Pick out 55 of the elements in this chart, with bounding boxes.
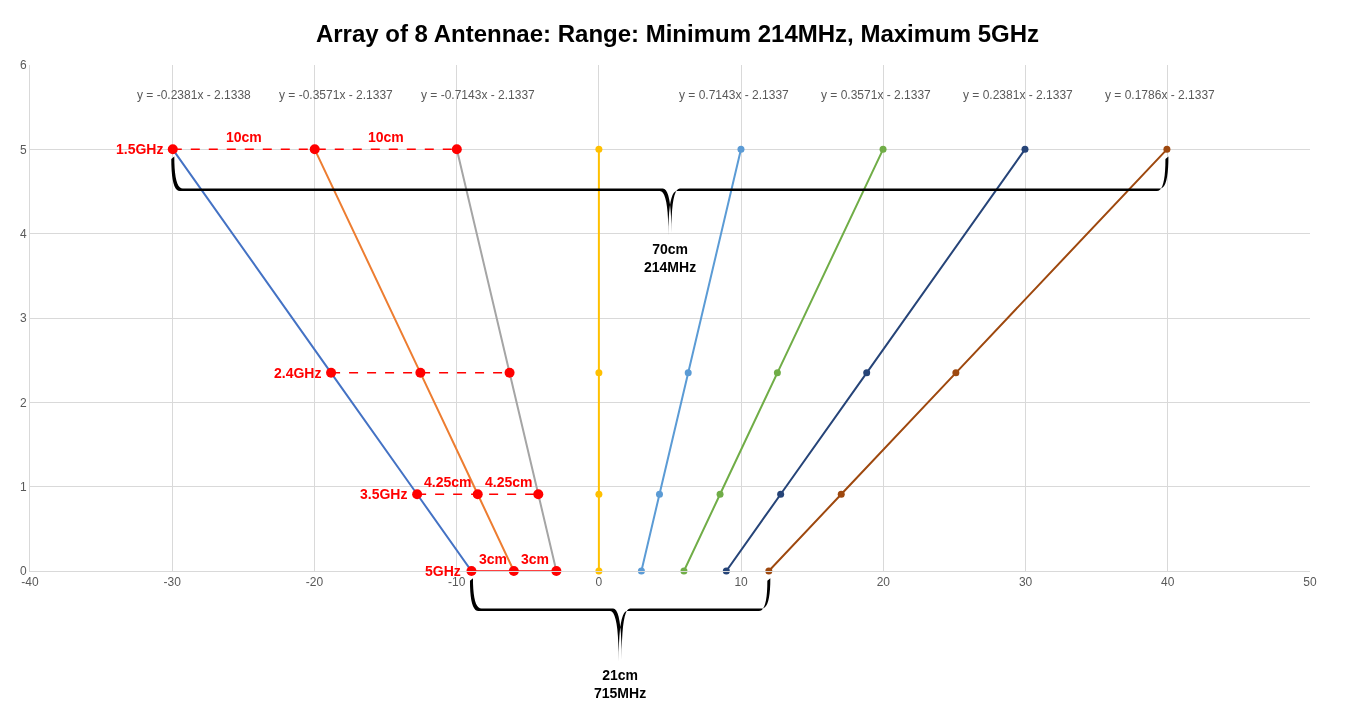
y-tick-label: 2 xyxy=(19,395,27,410)
x-tick-label: -30 xyxy=(163,575,182,590)
point xyxy=(504,367,515,378)
annotation: y = -0.7143x - 2.1337 xyxy=(421,88,536,102)
point xyxy=(309,144,320,155)
annotation: y = -0.3571x - 2.1337 xyxy=(279,88,394,102)
annotation: y = 0.3571x - 2.1337 xyxy=(821,88,932,102)
text: 21cm 715MHz xyxy=(594,667,647,702)
point xyxy=(952,369,960,377)
annotation: 3cm xyxy=(521,551,550,567)
point xyxy=(533,489,544,500)
y-tick-label: 4 xyxy=(19,226,27,241)
y-tick-label: 3 xyxy=(19,311,27,326)
point xyxy=(684,369,692,377)
annotation: 10cm xyxy=(226,129,262,145)
point xyxy=(655,490,663,498)
annotation: y = 0.7143x - 2.1337 xyxy=(679,88,790,102)
point xyxy=(412,489,423,500)
y-tick-label: 6 xyxy=(19,58,27,73)
annotation: 4.25cm xyxy=(485,474,533,490)
annotation: 10cm xyxy=(368,129,404,145)
point xyxy=(1021,145,1029,153)
annotation: 1.5GHz xyxy=(116,141,164,157)
point xyxy=(472,489,483,500)
annotation: 3cm xyxy=(479,551,508,567)
annotation: y = 0.1786x - 2.1337 xyxy=(1105,88,1216,102)
annotation: 70cm 214MHz xyxy=(644,241,697,276)
point xyxy=(777,490,785,498)
x-tick-label: 30 xyxy=(1018,575,1033,590)
x-tick-label: 40 xyxy=(1161,575,1175,590)
annotation: y = -0.2381x - 2.1338 xyxy=(137,88,252,102)
point xyxy=(1163,145,1171,153)
point xyxy=(595,369,603,377)
annotation: 2.4GHz xyxy=(274,365,322,381)
annotation: 4.25cm xyxy=(424,474,472,490)
x-tick-label: 20 xyxy=(876,575,891,590)
annotation: y = 0.2381x - 2.1337 xyxy=(963,88,1074,102)
point xyxy=(595,145,603,153)
point xyxy=(716,490,724,498)
x-tick-label: 50 xyxy=(1303,575,1317,590)
point xyxy=(451,144,462,155)
x-tick-label: -20 xyxy=(305,575,324,590)
point xyxy=(167,144,178,155)
point xyxy=(595,490,603,498)
point xyxy=(837,490,845,498)
annotation: 3.5GHz xyxy=(360,486,408,502)
x-tick-label: 0 xyxy=(595,575,603,590)
y-tick-label: 1 xyxy=(19,479,27,494)
point xyxy=(863,369,871,377)
point xyxy=(737,145,745,153)
y-tick-label: 5 xyxy=(19,142,27,157)
point xyxy=(879,145,887,153)
point xyxy=(773,369,781,377)
chart-title: Array of 8 Antennae: Range: Minimum 214MHz, Maximum 5GHz xyxy=(315,20,1040,48)
x-tick-label: 10 xyxy=(734,575,749,590)
